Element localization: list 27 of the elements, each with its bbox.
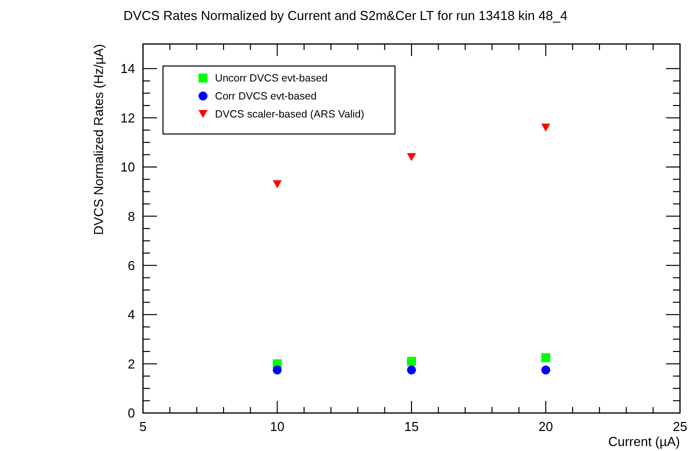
y-tick-label: 0: [128, 406, 135, 421]
chart-title: DVCS Rates Normalized by Current and S2m&Cer LT for run 13418 kin 48_4: [124, 8, 568, 23]
point: [407, 153, 416, 162]
y-tick-label: 12: [120, 110, 135, 126]
x-tick-label: 5: [139, 419, 147, 434]
x-tick-label: 20: [538, 419, 553, 434]
legend-entry: Corr DVCS evt-based: [198, 90, 317, 103]
y-tick-label: 4: [128, 307, 135, 322]
x-tick-label: 10: [270, 419, 284, 434]
point: [407, 356, 416, 366]
point: [541, 353, 550, 362]
y-tick-label: 8: [128, 208, 135, 224]
point: [272, 365, 282, 374]
y-axis-title: DVCS Normalized Rates (Hz/µA): [91, 44, 106, 235]
y-tick-label: 2: [128, 356, 135, 372]
legend-entry: Uncorr DVCS evt-based: [198, 72, 328, 85]
x-axis-title: Current (µA): [608, 434, 680, 449]
legend-entry: DVCS scaler-based (ARS Valid): [198, 108, 364, 121]
point: [407, 365, 416, 374]
point: [541, 365, 550, 374]
x-tick-label: 15: [404, 419, 419, 434]
y-tick-label: 10: [120, 160, 135, 175]
y-tick-label: 6: [128, 258, 135, 273]
y-tick-label: 14: [120, 61, 135, 76]
point: [541, 124, 550, 132]
point: [272, 180, 282, 188]
x-tick-label: 25: [672, 419, 688, 434]
